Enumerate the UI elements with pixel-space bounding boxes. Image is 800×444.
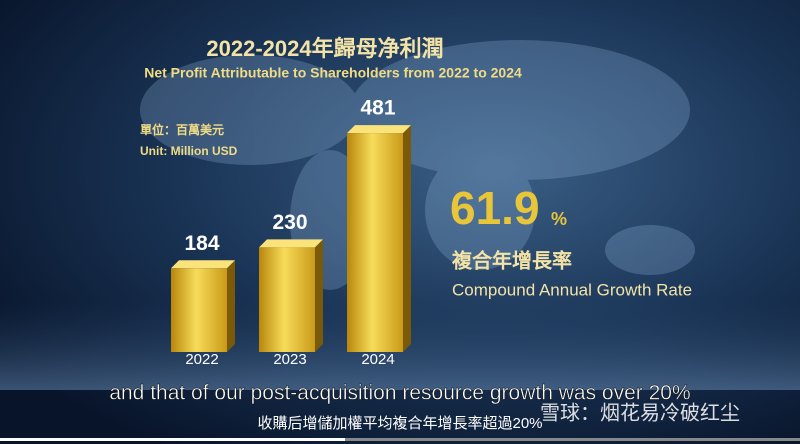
x-tick-label: 2022 <box>185 351 218 368</box>
chart-title: 2022-2024年歸母净利潤 <box>206 36 443 61</box>
unit-label-zh: 單位：百萬美元 <box>140 122 224 137</box>
unit-label-en: Unit: Million USD <box>140 144 238 158</box>
bar-side <box>403 125 411 353</box>
progress-bar <box>0 438 345 441</box>
watermark: 雪球：烟花易冷破红尘 <box>540 401 740 424</box>
bar <box>259 247 315 352</box>
bar-top <box>259 239 323 248</box>
x-tick-label: 2023 <box>273 351 306 368</box>
value-label: 184 <box>184 232 219 255</box>
cagr-unit: % <box>551 209 567 229</box>
chart-subtitle: Net Profit Attributable to Shareholders … <box>144 65 522 81</box>
progress-track <box>0 438 800 441</box>
value-label: 230 <box>272 211 307 234</box>
bar-top <box>347 125 411 134</box>
bar-top <box>171 260 235 269</box>
x-tick-label: 2024 <box>361 351 394 368</box>
caption-en: and that of our post-acquisition resourc… <box>109 382 690 405</box>
caption-zh: 收購后增儲加權平均複合年增長率超過20% <box>257 415 542 432</box>
cagr-number: 61.9 <box>450 182 540 234</box>
bar <box>171 268 227 352</box>
bar-side <box>227 260 235 352</box>
bar-side <box>315 239 323 352</box>
value-label: 481 <box>360 97 395 120</box>
cagr-label-en: Compound Annual Growth Rate <box>452 280 692 299</box>
bar <box>347 133 403 352</box>
cagr-label-zh: 複合年增長率 <box>452 248 572 272</box>
